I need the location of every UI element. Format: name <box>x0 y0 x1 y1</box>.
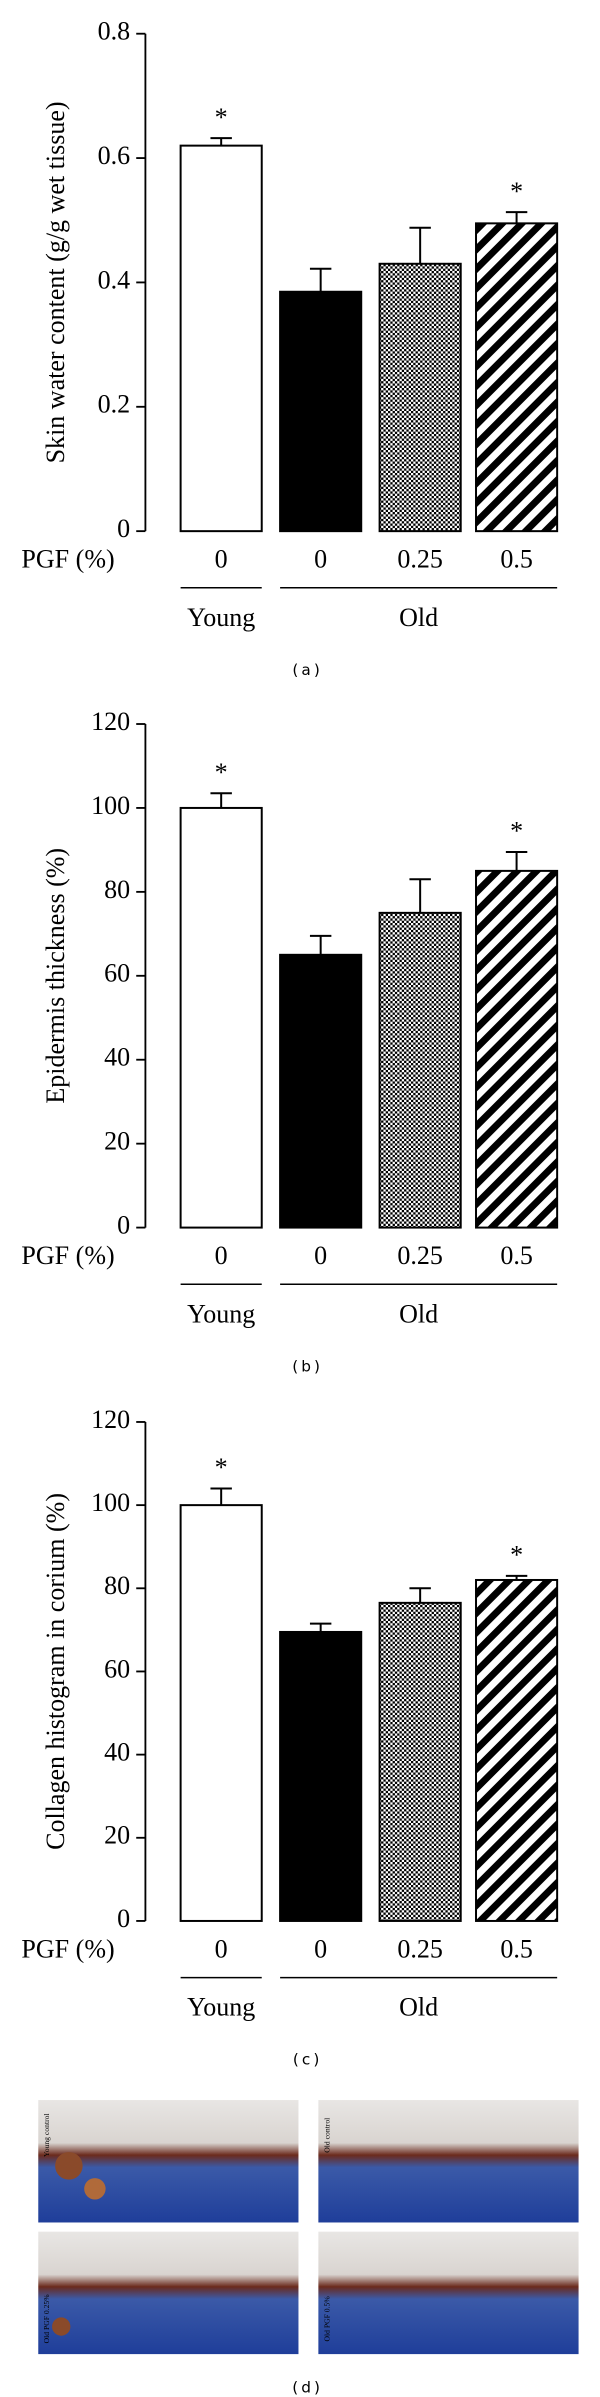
bar <box>179 144 263 533</box>
x-tick-label: 0 <box>314 1935 327 1964</box>
x-tick-label: 0.5 <box>500 545 533 574</box>
x-axis-label: PGF (%) <box>21 545 114 574</box>
y-tick-label: 100 <box>91 1488 130 1517</box>
y-tick-label: 80 <box>104 875 130 904</box>
significance-star: * <box>510 1540 523 1569</box>
significance-star: * <box>510 177 523 206</box>
x-tick-label: 0 <box>314 1241 327 1270</box>
y-tick-label: 0 <box>117 1211 130 1240</box>
y-tick-label: 0.2 <box>98 390 131 419</box>
y-axis-label: Skin water content (g/g wet tissue) <box>41 101 70 463</box>
x-tick-label: 0.25 <box>397 545 443 574</box>
bar <box>378 262 462 533</box>
micrograph <box>38 2231 299 2355</box>
y-tick-label: 120 <box>91 1405 130 1434</box>
group-label: Young <box>187 603 255 632</box>
bar <box>279 1630 363 1922</box>
y-axis-label: Epidermis thickness (%) <box>41 848 70 1104</box>
x-tick-label: 0.5 <box>500 1241 533 1270</box>
y-tick-label: 0 <box>117 514 130 543</box>
bar <box>475 222 559 533</box>
x-axis-label: PGF (%) <box>21 1935 114 1964</box>
x-tick-label: 0 <box>314 545 327 574</box>
micrograph <box>318 2100 579 2223</box>
y-axis-label: Collagen histogram in corium (%) <box>41 1493 70 1850</box>
bar <box>179 1504 263 1922</box>
caption: (d) <box>292 2378 323 2396</box>
x-tick-label: 0 <box>215 1241 228 1270</box>
y-tick-label: 60 <box>104 959 130 988</box>
y-tick-label: 0.8 <box>98 17 131 46</box>
bar <box>179 806 263 1229</box>
group-label: Old <box>399 1299 438 1328</box>
follicle <box>84 2178 106 2200</box>
x-tick-label: 0.25 <box>397 1935 443 1964</box>
x-axis-label: PGF (%) <box>21 1241 114 1270</box>
y-tick-label: 120 <box>91 707 130 736</box>
panel-label: Young control <box>42 2113 51 2157</box>
y-tick-label: 100 <box>91 791 130 820</box>
significance-star: * <box>215 103 228 132</box>
bar <box>475 1578 559 1922</box>
x-tick-label: 0 <box>215 545 228 574</box>
y-tick-label: 60 <box>104 1654 130 1683</box>
y-tick-label: 20 <box>104 1821 130 1850</box>
panel-label: Old control <box>322 2118 331 2153</box>
x-tick-label: 0.5 <box>500 1935 533 1964</box>
x-tick-label: 0.25 <box>397 1241 443 1270</box>
bar <box>279 290 363 533</box>
y-tick-label: 20 <box>104 1127 130 1156</box>
significance-star: * <box>215 758 228 787</box>
caption: (a) <box>292 661 323 679</box>
panel-label: Old PGF 0.25% <box>42 2294 51 2344</box>
significance-star: * <box>215 1453 228 1482</box>
significance-star: * <box>510 817 523 846</box>
group-label: Young <box>187 1299 255 1328</box>
y-tick-label: 40 <box>104 1043 130 1072</box>
bar <box>475 869 559 1229</box>
group-label: Young <box>187 1993 255 2022</box>
y-tick-label: 0 <box>117 1904 130 1933</box>
bar <box>279 953 363 1229</box>
follicle <box>52 2317 71 2336</box>
y-tick-label: 0.6 <box>98 141 131 170</box>
bar <box>378 911 462 1229</box>
image-panels: Young control Old control Old PGF 0.25% … <box>38 2100 579 2396</box>
bar <box>378 1601 462 1922</box>
y-tick-label: 0.4 <box>98 265 131 294</box>
caption: (b) <box>292 1357 323 1375</box>
x-tick-label: 0 <box>215 1935 228 1964</box>
micrograph <box>318 2231 579 2355</box>
y-tick-label: 40 <box>104 1738 130 1767</box>
group-label: Old <box>399 603 438 632</box>
follicle <box>55 2152 83 2180</box>
caption: (c) <box>293 2051 323 2069</box>
panel-label: Old PGF 0.5% <box>322 2296 331 2342</box>
y-tick-label: 80 <box>104 1571 130 1600</box>
group-label: Old <box>399 1993 438 2022</box>
